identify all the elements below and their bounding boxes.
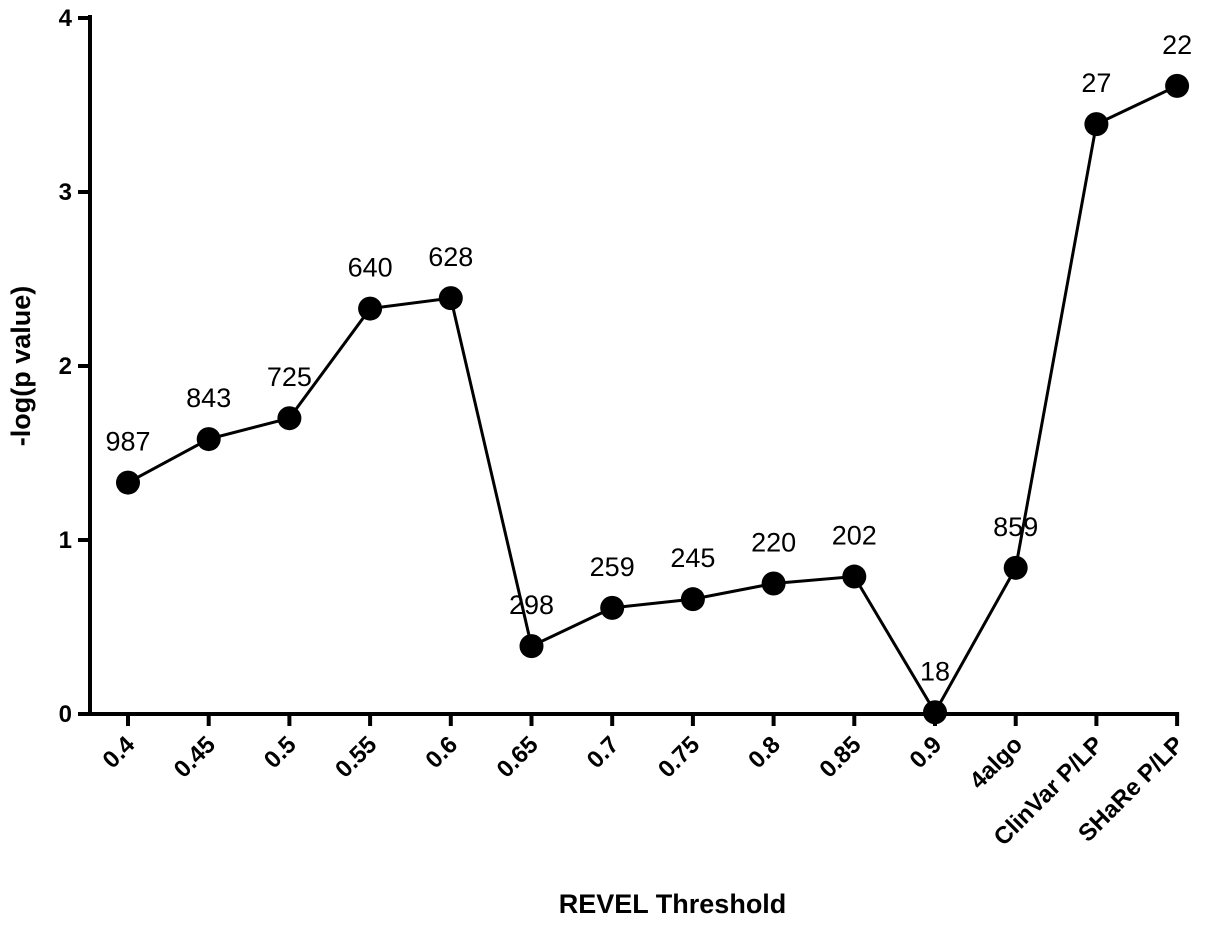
data-point — [438, 286, 463, 311]
data-label: 220 — [751, 528, 796, 558]
y-tick-label: 3 — [59, 179, 72, 206]
data-label: 859 — [993, 512, 1038, 542]
data-point — [923, 700, 947, 725]
data-point — [116, 470, 140, 495]
data-label: 628 — [428, 242, 473, 272]
data-point — [600, 595, 625, 620]
y-axis-title: -log(p value) — [6, 286, 36, 447]
x-tick-label: 0.5 — [259, 731, 302, 774]
series-line — [127, 84, 1178, 716]
data-point — [519, 634, 544, 659]
series — [116, 73, 1190, 725]
x-ticks: 0.4 0.45 0.5 0.55 0.6 0.65 0.7 0.75 0.8 0.85 0.9 4a… — [98, 714, 1189, 851]
data-label: 27 — [1081, 68, 1111, 98]
data-label: 202 — [832, 521, 877, 551]
y-ticks: 0 1 2 3 4 — [59, 5, 90, 728]
data-point — [1084, 112, 1109, 137]
data-label: 259 — [590, 552, 635, 582]
x-tick-label: 0.9 — [905, 731, 948, 774]
y-tick-label: 4 — [59, 5, 73, 32]
data-point — [842, 564, 867, 589]
data-labels: 987 843 725 640 628 298 259 245 220 202 18 859 27 22 — [105, 30, 1192, 686]
data-label: 843 — [186, 383, 231, 413]
data-point — [761, 571, 786, 596]
data-label: 640 — [348, 253, 393, 283]
x-tick-label: 0.7 — [582, 731, 625, 774]
data-label: 245 — [670, 543, 715, 573]
y-tick-label: 2 — [59, 353, 72, 380]
data-label: 18 — [920, 656, 950, 686]
x-tick-label: 0.4 — [98, 731, 141, 774]
y-tick-label: 1 — [59, 527, 72, 554]
data-point — [1165, 73, 1190, 98]
data-point — [680, 587, 705, 612]
x-tick-label: 0.55 — [330, 731, 382, 783]
data-label: 725 — [267, 362, 312, 392]
data-point — [196, 427, 221, 452]
y-tick-label: 0 — [59, 701, 72, 728]
x-tick-label: 0.6 — [420, 731, 463, 774]
x-tick-label: 0.45 — [169, 731, 221, 783]
data-point — [358, 296, 383, 321]
x-tick-label: 0.65 — [492, 731, 544, 783]
x-tick-label: 0.75 — [653, 731, 705, 783]
data-point — [277, 406, 302, 431]
x-tick-label: 0.85 — [814, 731, 866, 783]
data-label: 22 — [1162, 30, 1192, 60]
x-tick-label: 4algo — [965, 731, 1028, 794]
data-point — [1003, 555, 1028, 580]
x-axis-title: REVEL Threshold — [559, 889, 787, 919]
axes — [88, 15, 1180, 716]
data-label: 298 — [509, 590, 554, 620]
x-tick-label: 0.8 — [743, 731, 786, 774]
data-label: 987 — [105, 427, 150, 457]
